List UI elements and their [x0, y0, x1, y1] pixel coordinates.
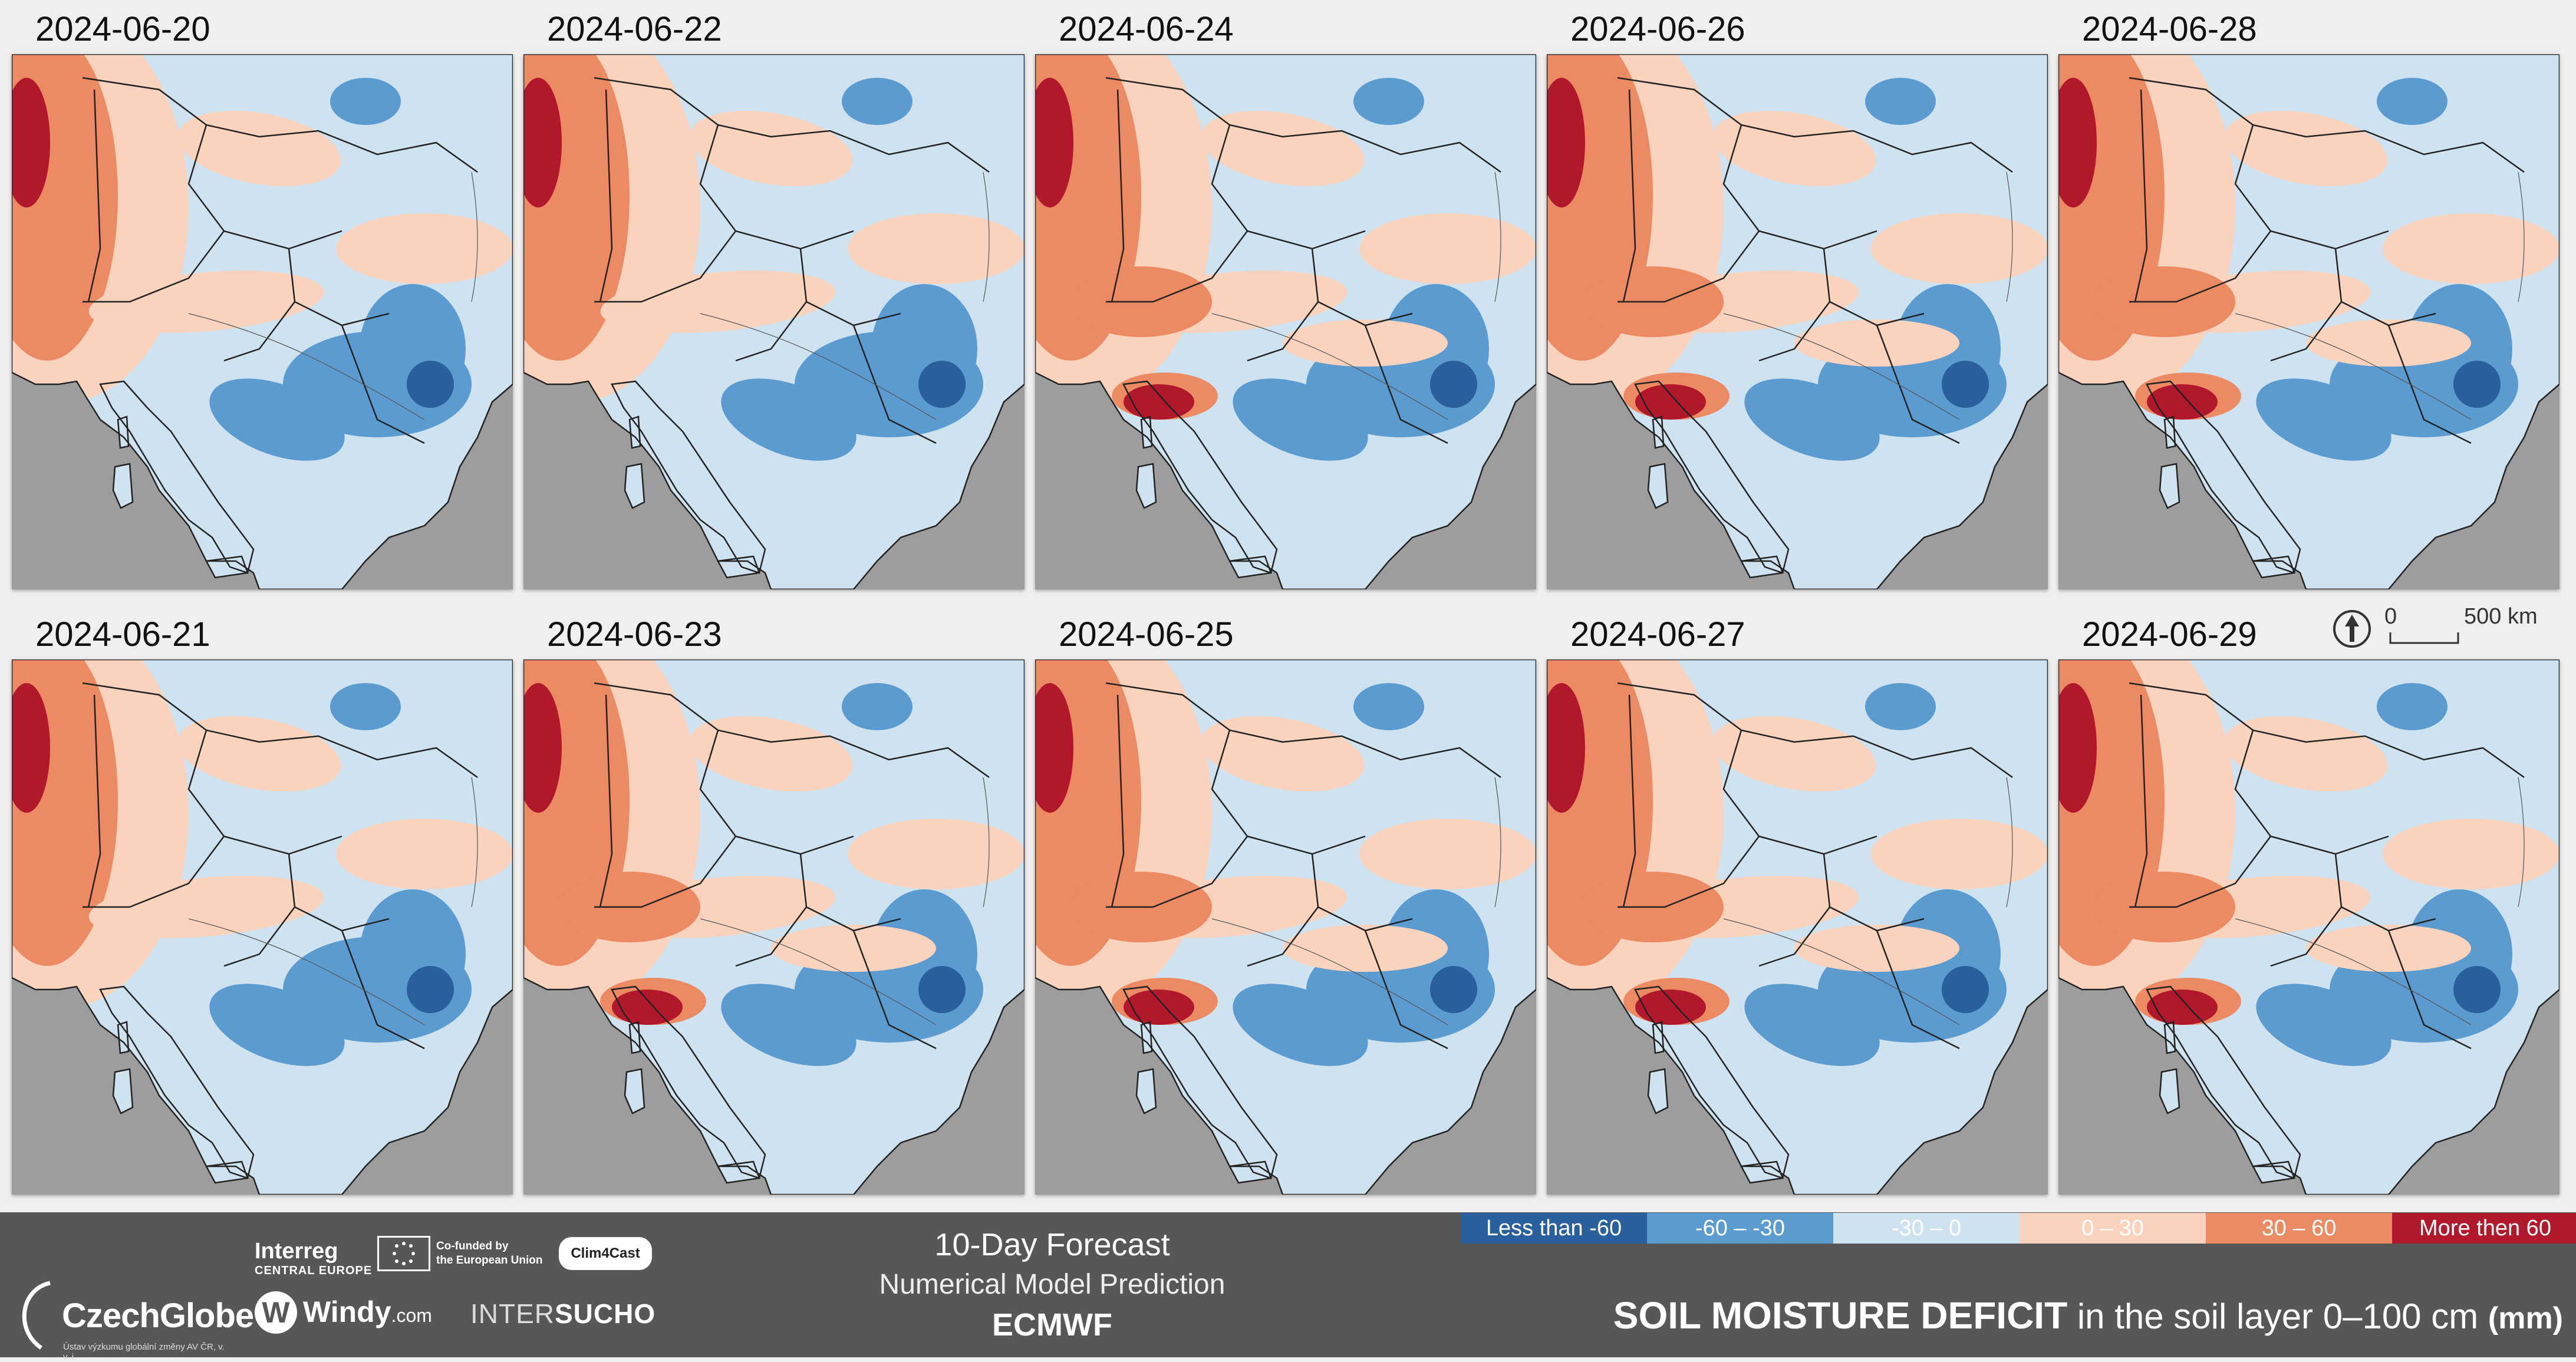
soil-moisture-map: [12, 54, 513, 589]
panel-date: 2024-06-21: [35, 615, 210, 654]
eu-line2: the European Union: [436, 1254, 543, 1267]
map-panel: 2024-06-24: [1035, 0, 1536, 601]
panel-date: 2024-06-27: [1570, 615, 1745, 654]
legend-item: -60 – -30: [1647, 1213, 1833, 1244]
legend-item: 30 – 60: [2206, 1213, 2392, 1244]
czechglobe-logo: CzechGlobe Ústav výzkumu globální změny …: [15, 1242, 254, 1362]
title-unit: (mm): [2488, 1301, 2563, 1335]
czechglobe-swoosh-icon: [22, 1281, 51, 1350]
soil-moisture-map: [523, 54, 1025, 589]
intersucho-b: SUCHO: [555, 1298, 656, 1329]
panel-date: 2024-06-20: [35, 10, 210, 48]
north-arrow-icon: [2333, 610, 2371, 648]
map-panel: 2024-06-26: [1547, 0, 2048, 601]
windy-name: Windy: [303, 1295, 391, 1328]
soil-moisture-map: [1035, 659, 1536, 1195]
soil-moisture-map: [1547, 659, 2048, 1195]
eu-flag-icon: [377, 1236, 430, 1271]
legend-item: -30 – 0: [1833, 1213, 2020, 1244]
panel-date: 2024-06-26: [1570, 10, 1745, 48]
clim4cast-logo: Clim4Cast: [559, 1237, 652, 1270]
eu-line1: Co-funded by: [436, 1240, 509, 1252]
forecast-info: 10-Day Forecast Numerical Model Predicti…: [813, 1224, 1291, 1345]
soil-moisture-map: [1547, 54, 2048, 589]
czechglobe-subtitle: Ústav výzkumu globální změny AV ČR, v. v…: [63, 1342, 225, 1362]
soil-moisture-map: [1035, 54, 1536, 589]
windy-suffix: .com: [391, 1305, 432, 1326]
soil-moisture-map: [2058, 659, 2559, 1195]
windy-icon: W: [255, 1291, 297, 1334]
map-panel: 2024-06-27: [1547, 605, 2048, 1206]
legend-item: Less than -60: [1461, 1213, 1647, 1244]
forecast-title: 10-Day Forecast: [934, 1227, 1170, 1262]
map-panel: 2024-06-22: [523, 0, 1025, 601]
interreg-logo: Interreg CENTRAL EUROPE: [255, 1239, 373, 1278]
scale-zero-label: 0: [2384, 604, 2397, 629]
legend-item: 0 – 30: [2020, 1213, 2206, 1244]
interreg-name: Interreg: [255, 1239, 338, 1264]
intersucho-logo: INTERSUCHO: [470, 1298, 655, 1330]
map-grid: 2024-06-20 2024-06-22 2024-06-24 2024-06-26…: [12, 0, 2559, 1206]
panel-date: 2024-06-28: [2082, 10, 2257, 48]
map-panel: 2024-06-29: [2058, 605, 2559, 1206]
title-rest: in the soil layer 0–100 cm: [2077, 1297, 2479, 1336]
map-panel: 2024-06-25: [1035, 605, 1536, 1206]
map-panel: 2024-06-21: [12, 605, 513, 1206]
panel-date: 2024-06-29: [2082, 615, 2257, 654]
scale-bar: 0 500 km: [2328, 604, 2564, 651]
eu-cofunded-logo: Co-funded by the European Union: [377, 1236, 554, 1277]
forecast-model: ECMWF: [992, 1307, 1112, 1343]
czechglobe-name: CzechGlobe: [62, 1297, 254, 1335]
forecast-subtitle: Numerical Model Prediction: [879, 1269, 1226, 1300]
soil-moisture-map: [523, 659, 1025, 1195]
soil-moisture-map: [2058, 54, 2559, 589]
map-panel: 2024-06-23: [523, 605, 1025, 1206]
scale-distance-label: 500 km: [2464, 604, 2538, 629]
intersucho-a: INTER: [470, 1298, 555, 1329]
soil-moisture-map: [12, 659, 513, 1195]
scale-line: [2389, 632, 2459, 644]
title-bold: SOIL MOISTURE DEFICIT: [1613, 1294, 2068, 1337]
panel-date: 2024-06-25: [1059, 615, 1234, 654]
map-panel: 2024-06-28: [2058, 0, 2559, 601]
windy-logo: W Windy.com: [255, 1288, 432, 1341]
map-title: SOIL MOISTURE DEFICIT in the soil layer …: [1613, 1294, 2563, 1337]
interreg-subtitle: CENTRAL EUROPE: [255, 1264, 373, 1277]
panel-date: 2024-06-23: [547, 615, 722, 654]
map-panel: 2024-06-20: [12, 0, 513, 601]
panel-date: 2024-06-24: [1059, 10, 1234, 48]
legend-item: More then 60: [2392, 1213, 2576, 1244]
panel-date: 2024-06-22: [547, 10, 722, 48]
